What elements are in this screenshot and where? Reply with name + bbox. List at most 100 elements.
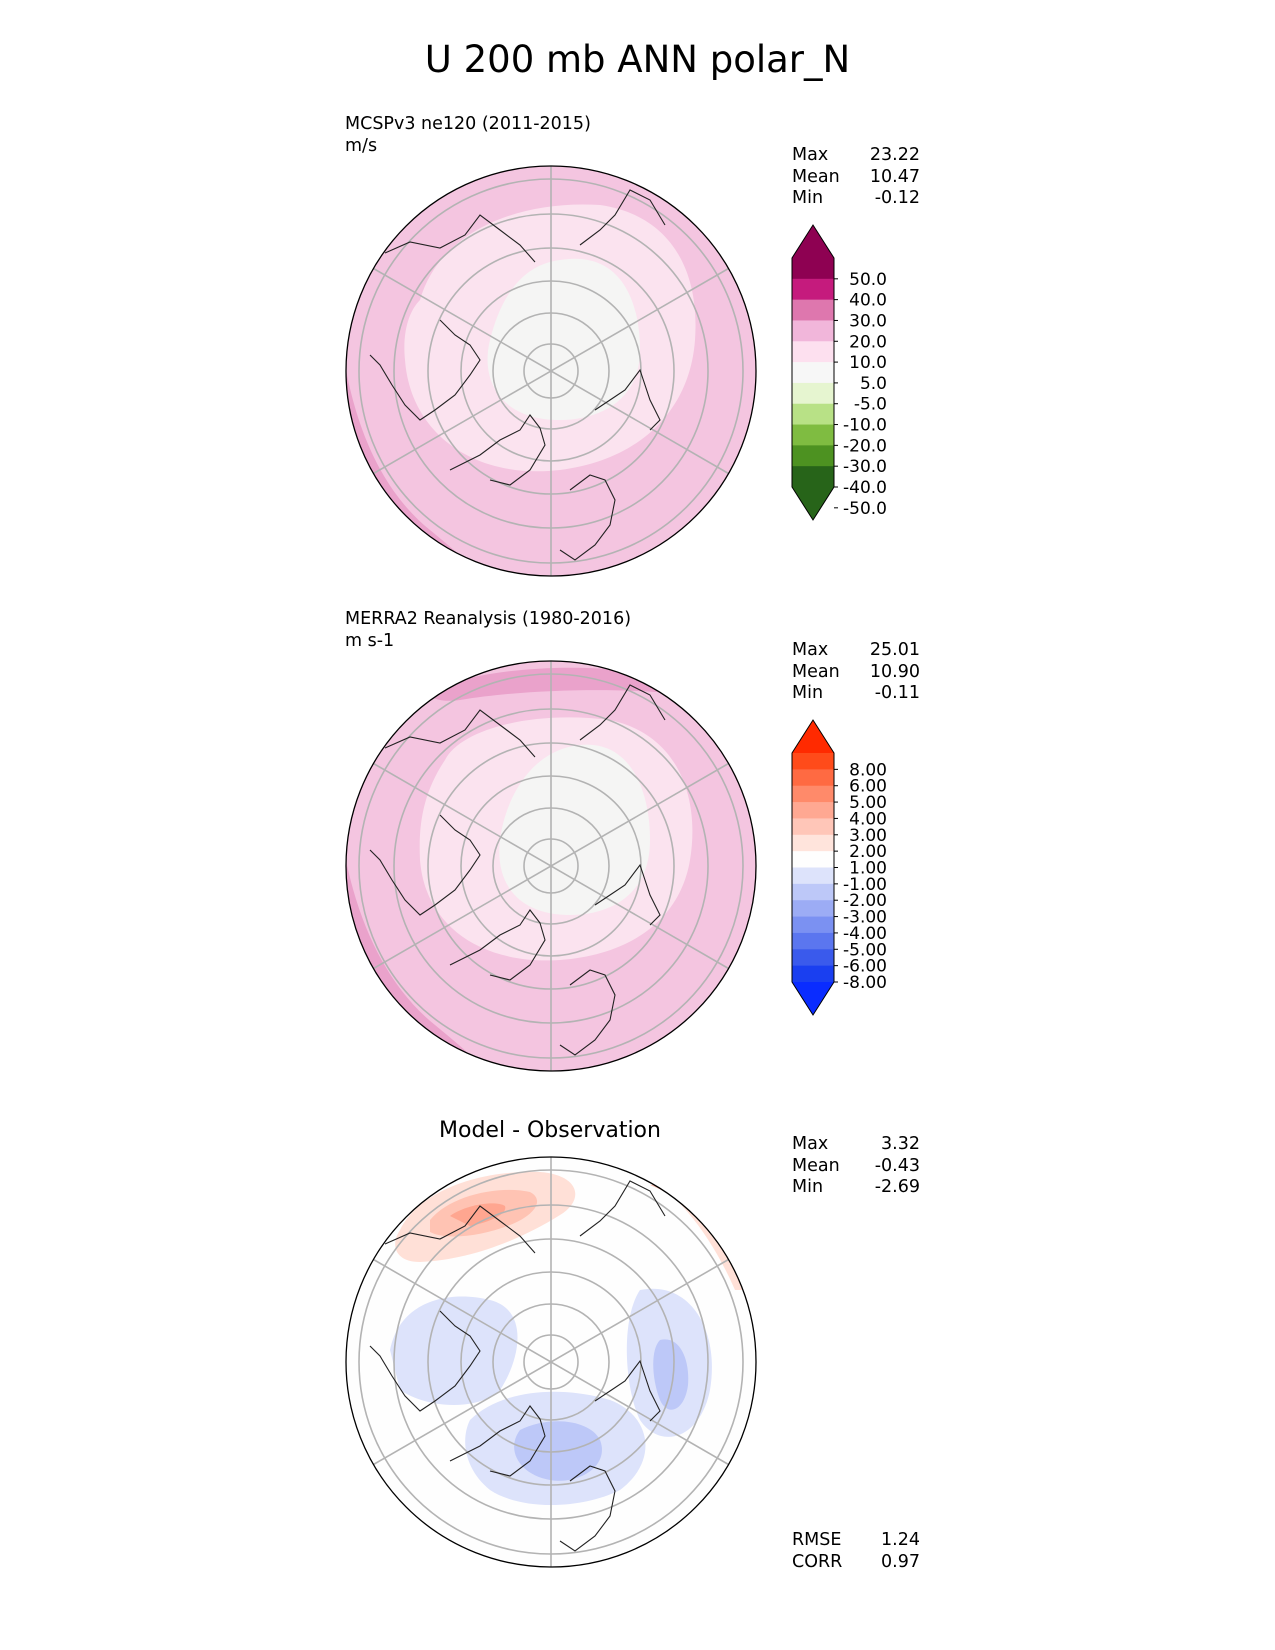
colorbar-tick-label: 40.0 <box>849 291 887 311</box>
panel2-stats: Max 25.01 Mean 10.90 Min -0.11 <box>792 640 920 705</box>
stat-value: 23.22 <box>869 145 920 165</box>
colorbar-tick-label: -6.00 <box>843 957 887 977</box>
map-boundary-difference <box>345 1156 757 1568</box>
stat-label: Max <box>792 145 829 165</box>
map-grid-difference <box>358 1157 744 1567</box>
stat-label: Min <box>792 188 824 208</box>
colorbar-band <box>792 932 834 950</box>
coastlines-test <box>369 189 666 561</box>
colorbar-tick-label: -2.00 <box>843 891 887 911</box>
colorbar-band <box>792 949 834 967</box>
panel2-dataset-label: MERRA2 Reanalysis (1980-2016) <box>345 609 632 629</box>
stat-value: 3.32 <box>881 1134 920 1154</box>
stat-value: -0.43 <box>874 1155 920 1176</box>
map-grid-test <box>358 166 744 576</box>
stat-label: CORR <box>792 1551 843 1572</box>
colorbar-band <box>792 834 834 852</box>
colorbar-tick-label: 8.00 <box>849 760 887 780</box>
panel3-error-stats: RMSE 1.24 CORR 0.97 <box>792 1530 920 1573</box>
colorbar-tick-label: 20.0 <box>849 332 887 352</box>
colorbar-tick-label: 50.0 <box>849 270 887 290</box>
colorbar-band <box>792 403 834 426</box>
colorbar-band <box>792 753 834 770</box>
stat-value: 1.24 <box>881 1530 920 1550</box>
colorbar-band <box>792 362 834 384</box>
colorbar-tick-label: -4.00 <box>843 924 887 944</box>
colorbar-tick-label: 4.00 <box>849 809 887 829</box>
colorbar-band <box>792 320 834 342</box>
stat-value: -0.12 <box>874 188 920 208</box>
colorbar-band <box>792 769 834 787</box>
stat-value: -0.11 <box>874 683 920 703</box>
stat-label: Mean <box>792 661 840 682</box>
colorbar-tick-label: 2.00 <box>849 842 887 862</box>
contour-20-30-n <box>429 667 663 701</box>
stat-label: Mean <box>792 1155 840 1176</box>
contour-3-4-nw <box>450 1203 506 1226</box>
map-boundary-reference <box>345 660 757 1072</box>
colorbar-band <box>792 818 834 836</box>
colorbar-tick-label: 5.0 <box>860 374 887 394</box>
colorbar-tick-label: -1.00 <box>843 875 887 895</box>
colorbar-over-triangle <box>792 720 834 753</box>
colorbar-1: 50.040.030.020.010.05.0-5.0-10.0-20.0-30… <box>791 224 887 521</box>
panel2-label: MERRA2 Reanalysis (1980-2016) m s-1 <box>345 608 631 652</box>
colorbar-band <box>792 883 834 901</box>
colorbar-band <box>792 965 834 983</box>
stat-label: Mean <box>792 166 840 187</box>
colorbar-2: 8.006.005.004.003.002.001.00-1.00-2.00-3… <box>791 719 887 1016</box>
figure-title: U 200 mb ANN polar_N <box>424 38 851 81</box>
colorbar-tick-label: 10.0 <box>849 353 887 373</box>
colorbar-band <box>792 867 834 885</box>
colorbar-tick-label: -40.0 <box>843 478 887 498</box>
colorbar-band <box>792 445 834 467</box>
stat-label: Max <box>792 1134 829 1154</box>
colorbar-tick-label: -8.00 <box>843 973 887 993</box>
panel3-title: Model - Observation <box>439 1118 661 1143</box>
colorbar-tick-label: 6.00 <box>849 777 887 797</box>
panel3-stats: Max 3.32 Mean -0.43 Min -2.69 <box>792 1134 920 1199</box>
colorbar-over-triangle <box>792 225 834 258</box>
stat-value: -2.69 <box>874 1177 920 1197</box>
colorbar-tick-label: -3.00 <box>843 908 887 928</box>
stat-value: 25.01 <box>869 640 920 660</box>
colorbar-under-triangle <box>792 487 834 520</box>
colorbar-under-triangle <box>792 982 834 1015</box>
map-grid-reference <box>358 661 744 1071</box>
contour-neg5-5 <box>499 744 650 915</box>
stat-value: 0.97 <box>881 1551 920 1572</box>
colorbar-tick-label: -50.0 <box>843 499 887 519</box>
colorbar-tick-label: 30.0 <box>849 311 887 331</box>
colorbar-band <box>792 916 834 934</box>
colorbar-band <box>792 900 834 918</box>
panel2-units-label: m s-1 <box>345 631 395 651</box>
colorbar-band <box>792 424 834 446</box>
colorbar-band <box>792 278 834 301</box>
map-boundary-test <box>345 165 757 577</box>
colorbars: 50.040.030.020.010.05.0-5.0-10.0-20.0-30… <box>791 224 887 1016</box>
stat-label: Min <box>792 1177 824 1197</box>
colorbar-tick-label: 1.00 <box>849 859 887 879</box>
coastlines-difference <box>369 1180 666 1552</box>
colorbar-band <box>792 785 834 803</box>
stat-label: Max <box>792 640 829 660</box>
panel1-units-label: m/s <box>345 136 378 156</box>
colorbar-tick-label: 3.00 <box>849 826 887 846</box>
colorbar-tick-label: -5.0 <box>854 395 887 415</box>
panel1-label: MCSPv3 ne120 (2011-2015) m/s <box>345 113 591 157</box>
colorbar-tick-label: 5.00 <box>849 793 887 813</box>
contour-neg2-neg3-e <box>653 1339 689 1410</box>
colorbar-band <box>792 466 834 488</box>
colorbar-tick-label: -10.0 <box>843 416 887 436</box>
colorbar-band <box>792 851 834 868</box>
colorbar-tick-label: -5.00 <box>843 940 887 960</box>
stat-value: 10.47 <box>869 166 920 187</box>
stat-label: Min <box>792 683 824 703</box>
panel1-stats: Max 23.22 Mean 10.47 Min -0.12 <box>792 145 920 210</box>
stat-value: 10.90 <box>869 661 920 682</box>
colorbar-band <box>792 299 834 321</box>
colorbar-tick-label: -20.0 <box>843 436 887 456</box>
panel1-dataset-label: MCSPv3 ne120 (2011-2015) <box>345 114 591 134</box>
colorbar-tick-label: -30.0 <box>843 457 887 477</box>
